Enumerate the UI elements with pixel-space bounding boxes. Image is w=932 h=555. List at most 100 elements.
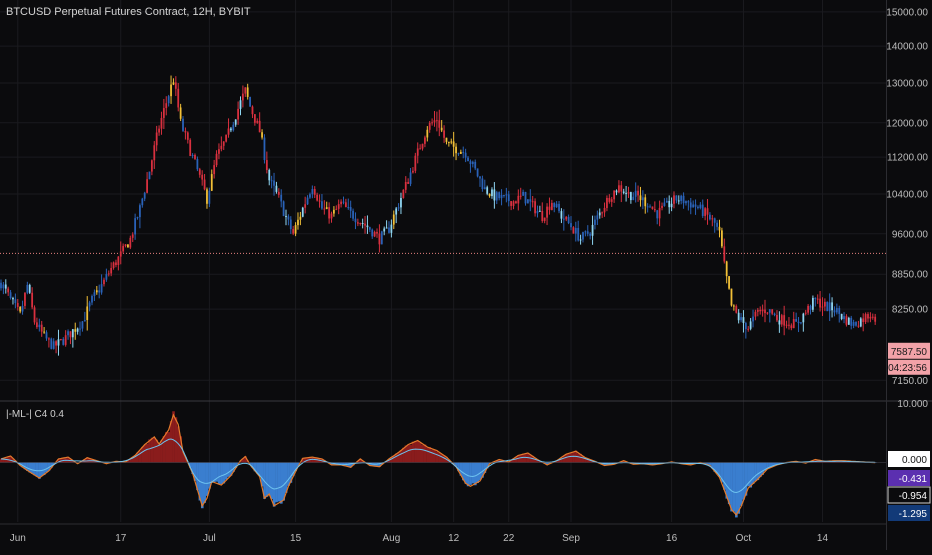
candle-body [859, 318, 862, 327]
candle-body [9, 292, 12, 299]
candle-body [594, 219, 596, 225]
candle-body [241, 93, 244, 101]
price-tick-label: 10400.00 [886, 189, 928, 200]
candle-body [704, 208, 707, 216]
price-tick-label: 14000.00 [886, 42, 928, 53]
osc-bar [720, 462, 724, 483]
candle-body [433, 120, 436, 123]
candle-body [45, 332, 48, 339]
candle-body [761, 309, 764, 312]
indicator-title: |-ML-| C4 0.4 [6, 409, 64, 420]
osc-bar [459, 462, 463, 476]
osc-bar [277, 462, 281, 502]
candle-body [198, 169, 201, 175]
candle-body [134, 218, 137, 235]
candle-body [725, 261, 728, 277]
candle-body [632, 196, 635, 201]
candle-body [107, 273, 110, 275]
candle-body [486, 187, 489, 194]
osc-bar [452, 462, 456, 465]
osc-bar [747, 462, 750, 487]
candle-body [732, 305, 735, 307]
candle-body [694, 204, 697, 207]
osc-bar [349, 462, 353, 468]
candle-body [625, 192, 627, 194]
osc-bar [548, 462, 551, 464]
candle-body [857, 325, 860, 327]
osc-bar [588, 459, 592, 463]
osc-bar [641, 462, 645, 464]
candle-body [874, 316, 877, 322]
candle-body [764, 309, 766, 314]
candle-body [747, 328, 750, 330]
osc-bar [519, 454, 523, 463]
candle-body [522, 191, 525, 196]
candle-body [385, 227, 388, 229]
price-tick-label: 11200.00 [887, 153, 928, 164]
osc-bar [478, 462, 482, 481]
candle-body [352, 210, 354, 219]
osc-bar [529, 454, 532, 463]
candle-body [553, 202, 556, 208]
candle-body [366, 225, 369, 228]
candle-body [768, 309, 771, 313]
osc-bar [567, 453, 571, 463]
osc-value-label: -1.295 [899, 509, 928, 520]
osc-bar [402, 447, 405, 463]
osc-bar [224, 462, 228, 480]
osc-bar [172, 411, 175, 463]
candle-body [139, 205, 141, 218]
candle-body [239, 100, 242, 109]
osc-bar [440, 453, 444, 463]
candle-body [845, 316, 848, 325]
osc-bar [454, 462, 458, 467]
candle-body [589, 233, 592, 236]
candle-body [2, 284, 5, 289]
osc-bar [47, 462, 51, 471]
osc-bar [442, 455, 446, 463]
candle-body [852, 322, 855, 326]
candle-body [67, 331, 69, 336]
candle-body [574, 227, 577, 234]
candle-body [500, 194, 503, 199]
candle-body [687, 201, 690, 203]
candle-body [64, 335, 67, 345]
candle-body [536, 210, 539, 214]
candle-body [431, 122, 433, 124]
osc-bar [759, 462, 762, 478]
osc-bar [711, 462, 714, 469]
time-tick-label: 14 [817, 533, 829, 544]
osc-bar [462, 462, 465, 481]
osc-bar [174, 417, 178, 463]
candle-body [455, 146, 457, 154]
candle-body [670, 203, 673, 208]
candle-body [560, 211, 563, 219]
candle-body [709, 214, 711, 220]
osc-bar [739, 462, 743, 506]
osc-bar [770, 462, 774, 467]
candle-body [184, 130, 187, 133]
osc-bar [581, 455, 585, 463]
candle-body [790, 325, 793, 329]
candle-body [869, 316, 872, 319]
candle-body [756, 309, 759, 312]
osc-value-badge [888, 505, 930, 521]
osc-bar [45, 462, 48, 473]
candle-body [716, 222, 719, 227]
candle-body [330, 213, 333, 219]
candle-body [443, 130, 445, 138]
candle-body [98, 290, 101, 293]
osc-bar [205, 462, 209, 496]
candle-body [651, 206, 654, 209]
candle-body [812, 297, 814, 310]
osc-bar [275, 462, 278, 503]
candle-body [618, 185, 620, 193]
osc-bar [723, 462, 726, 490]
osc-bar [555, 460, 559, 463]
osc-bar [476, 462, 480, 483]
osc-bar [191, 462, 194, 475]
candle-body [438, 120, 441, 128]
osc-bar [423, 444, 427, 463]
osc-bar [342, 462, 345, 466]
